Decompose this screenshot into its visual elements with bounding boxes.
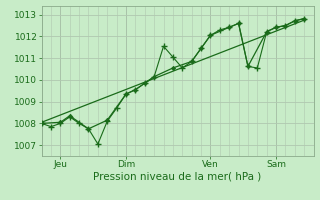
X-axis label: Pression niveau de la mer( hPa ): Pression niveau de la mer( hPa ) bbox=[93, 172, 262, 182]
